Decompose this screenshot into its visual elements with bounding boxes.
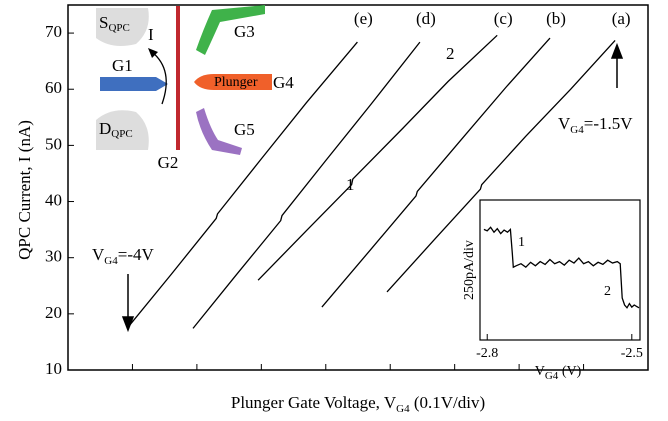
label-drain: DQPC xyxy=(99,119,133,140)
label-source: SQPC xyxy=(99,13,130,34)
label-g5: G5 xyxy=(234,120,255,139)
annotation-sub: G4 xyxy=(570,124,584,136)
label-rest: (V) xyxy=(558,364,581,379)
gate-g5 xyxy=(196,108,242,155)
inset-y-label: 250pA/div xyxy=(462,240,477,300)
y-tick-label: 20 xyxy=(45,303,62,322)
y-tick-label: 40 xyxy=(45,190,62,209)
inset-annotation: 2 xyxy=(604,284,611,299)
inset-frame xyxy=(479,199,641,341)
main-chart: 10 20 30 40 50 60 70 (a) (b) (c) (d) (e) xyxy=(45,9,631,378)
label-sub: G4 xyxy=(545,370,559,382)
x-label-main: Plunger Gate Voltage, V xyxy=(231,393,397,412)
x-tick-label: -2.5 xyxy=(621,346,643,361)
label-current: I xyxy=(148,25,154,44)
device-schematic: SQPC DQPC I G1 G2 G3 G4 G5 Plunger xyxy=(96,5,294,172)
plot-frame xyxy=(67,4,649,371)
label-main: S xyxy=(99,13,108,32)
y-axis-label: QPC Current, I (nA) xyxy=(15,120,34,260)
y-tick-label: 30 xyxy=(45,247,62,266)
gate-g4 xyxy=(194,74,272,90)
label-g1: G1 xyxy=(112,56,133,75)
annotation: 1 xyxy=(346,175,355,194)
series-label: (b) xyxy=(546,9,566,28)
label-sub: QPC xyxy=(111,128,132,140)
data-line xyxy=(386,39,616,293)
arrow-head xyxy=(610,42,624,59)
y-tick-label: 10 xyxy=(45,359,62,378)
label-g4: G4 xyxy=(273,73,294,92)
label-g3: G3 xyxy=(234,22,255,41)
label-g2: G2 xyxy=(158,153,179,172)
x-label-sub: G4 xyxy=(396,403,410,415)
annotation-main: V xyxy=(92,245,105,264)
data-line xyxy=(257,34,498,281)
y-tick-label: 70 xyxy=(45,22,62,41)
label-sub: QPC xyxy=(108,22,129,34)
current-arrow xyxy=(151,51,167,105)
data-line xyxy=(192,41,421,329)
data-line xyxy=(483,226,640,309)
annotation-main: V xyxy=(558,114,571,133)
annotation: VG4=-1.5V xyxy=(558,114,633,136)
source-contact xyxy=(96,8,149,46)
annotation-sub: G4 xyxy=(104,255,118,267)
label-plunger: Plunger xyxy=(214,75,258,90)
gate-g1 xyxy=(100,77,168,91)
x-tick-label: -2.8 xyxy=(476,346,498,361)
annotation-rest: =-1.5V xyxy=(584,114,633,133)
annotation: 2 xyxy=(446,44,455,63)
series-label: (d) xyxy=(416,9,436,28)
label-main: D xyxy=(99,119,111,138)
data-line xyxy=(321,37,551,308)
gate-g3 xyxy=(196,5,265,55)
x-label-rest: (0.1V/div) xyxy=(410,393,486,412)
data-line xyxy=(127,41,358,328)
annotation: VG4=-4V xyxy=(92,245,154,267)
y-tick-label: 60 xyxy=(45,78,62,97)
series-label: (a) xyxy=(612,9,631,28)
x-axis-label: Plunger Gate Voltage, VG4 (0.1V/div) xyxy=(231,393,485,415)
series-label: (e) xyxy=(354,9,373,28)
y-tick-label: 50 xyxy=(45,134,62,153)
annotation-rest: =-4V xyxy=(118,245,155,264)
drain-contact xyxy=(96,110,149,150)
label-main: V xyxy=(535,364,545,379)
inset-chart: -2.8 -2.5 xyxy=(476,226,643,361)
inset-x-label: VG4 (V) xyxy=(535,364,582,381)
series-label: (c) xyxy=(494,9,513,28)
arrows xyxy=(121,42,624,333)
inset-annotation: 1 xyxy=(518,235,525,250)
arrow-head xyxy=(121,316,135,333)
current-arrow-head xyxy=(148,48,158,58)
